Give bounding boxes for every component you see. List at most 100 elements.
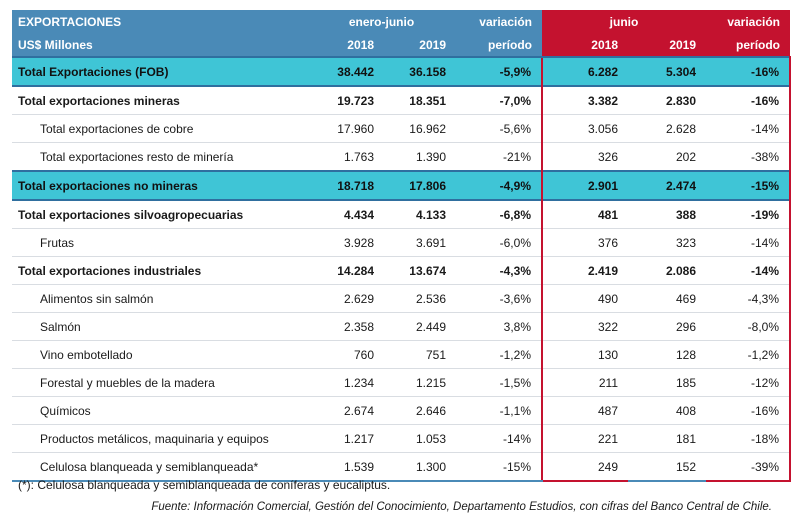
- variation-month: -4,3%: [706, 284, 792, 313]
- value-ytd-2019: 36.158: [384, 56, 456, 87]
- value-month-2018: 322: [541, 312, 628, 341]
- row-label: Total exportaciones mineras: [12, 85, 307, 115]
- variation-ytd: 3,8%: [456, 312, 542, 341]
- value-ytd-2019: 751: [384, 340, 456, 369]
- value-ytd-2019: 1.300: [384, 452, 456, 482]
- value-month-2019: 388: [628, 199, 707, 229]
- value-ytd-2019: 1.053: [384, 424, 456, 453]
- value-ytd-2019: 2.646: [384, 396, 456, 425]
- value-month-2019: 5.304: [628, 56, 707, 87]
- exports-table-container: EXPORTACIONES enero-junio variación juni…: [12, 10, 792, 482]
- value-month-2019: 2.086: [628, 256, 707, 285]
- variation-ytd: -1,5%: [456, 368, 542, 397]
- value-ytd-2018: 3.928: [307, 228, 384, 257]
- variation-ytd: -14%: [456, 424, 542, 453]
- table-row: Salmón 2.358 2.449 3,8% 322 296 -8,0%: [12, 312, 792, 341]
- value-month-2018: 376: [541, 228, 628, 257]
- value-month-2019: 323: [628, 228, 707, 257]
- value-month-2018: 6.282: [541, 56, 628, 87]
- variation-month: -16%: [706, 85, 792, 115]
- value-ytd-2019: 1.215: [384, 368, 456, 397]
- table-row: Frutas 3.928 3.691 -6,0% 376 323 -14%: [12, 228, 792, 257]
- value-ytd-2019: 17.806: [384, 170, 456, 201]
- value-ytd-2019: 2.449: [384, 312, 456, 341]
- unit-label: US$ Millones: [12, 34, 307, 57]
- row-label: Total exportaciones de cobre: [12, 114, 307, 143]
- row-label: Alimentos sin salmón: [12, 284, 307, 313]
- year-header-ytd-2019: 2019: [384, 34, 456, 57]
- table-row: Total exportaciones silvoagropecuarias 4…: [12, 199, 792, 229]
- value-month-2019: 181: [628, 424, 707, 453]
- table-row: Alimentos sin salmón 2.629 2.536 -3,6% 4…: [12, 284, 792, 313]
- exports-table: EXPORTACIONES enero-junio variación juni…: [12, 10, 792, 482]
- variation-ytd: -1,2%: [456, 340, 542, 369]
- variation-sub-header-ytd: período: [456, 34, 542, 57]
- value-ytd-2019: 1.390: [384, 142, 456, 172]
- value-ytd-2018: 2.674: [307, 396, 384, 425]
- table-row: Químicos 2.674 2.646 -1,1% 487 408 -16%: [12, 396, 792, 425]
- variation-month: -1,2%: [706, 340, 792, 369]
- value-month-2019: 2.628: [628, 114, 707, 143]
- value-ytd-2018: 2.358: [307, 312, 384, 341]
- variation-month: -16%: [706, 396, 792, 425]
- value-month-2018: 3.056: [541, 114, 628, 143]
- value-ytd-2018: 1.217: [307, 424, 384, 453]
- variation-ytd: -6,8%: [456, 199, 542, 229]
- table-row: Productos metálicos, maquinaria y equipo…: [12, 424, 792, 453]
- variation-sub-header-month: período: [706, 34, 791, 57]
- row-label: Total exportaciones resto de minería: [12, 142, 307, 172]
- row-label: Salmón: [12, 312, 307, 341]
- value-month-2018: 2.419: [541, 256, 628, 285]
- period-month-header: junio: [542, 10, 707, 34]
- value-month-2018: 2.901: [541, 170, 628, 201]
- table-row: Total Exportaciones (FOB) 38.442 36.158 …: [12, 56, 792, 87]
- row-label: Total exportaciones industriales: [12, 256, 307, 285]
- source-note: Fuente: Información Comercial, Gestión d…: [151, 501, 772, 513]
- table-row: Forestal y muebles de la madera 1.234 1.…: [12, 368, 792, 397]
- value-ytd-2018: 4.434: [307, 199, 384, 229]
- row-label: Forestal y muebles de la madera: [12, 368, 307, 397]
- variation-month: -14%: [706, 114, 792, 143]
- table-title: EXPORTACIONES: [12, 10, 307, 34]
- variation-ytd: -4,9%: [456, 170, 542, 201]
- row-label: Total exportaciones no mineras: [12, 170, 307, 201]
- table-row: Total exportaciones de cobre 17.960 16.9…: [12, 114, 792, 143]
- variation-ytd: -5,6%: [456, 114, 542, 143]
- variation-month: -14%: [706, 256, 792, 285]
- value-month-2019: 2.830: [628, 85, 707, 115]
- variation-ytd: -1,1%: [456, 396, 542, 425]
- value-month-2019: 296: [628, 312, 707, 341]
- variation-month: -19%: [706, 199, 792, 229]
- header-row-1: EXPORTACIONES enero-junio variación juni…: [12, 10, 791, 34]
- variation-month: -15%: [706, 170, 792, 201]
- value-ytd-2018: 1.539: [307, 452, 384, 482]
- value-ytd-2019: 4.133: [384, 199, 456, 229]
- value-month-2019: 408: [628, 396, 707, 425]
- variation-header-ytd: variación: [456, 10, 542, 34]
- variation-month: -8,0%: [706, 312, 792, 341]
- value-ytd-2018: 17.960: [307, 114, 384, 143]
- value-ytd-2018: 2.629: [307, 284, 384, 313]
- value-month-2018: 490: [541, 284, 628, 313]
- year-header-ytd-2018: 2018: [307, 34, 384, 57]
- value-month-2019: 469: [628, 284, 707, 313]
- variation-month: -16%: [706, 56, 792, 87]
- row-label: Vino embotellado: [12, 340, 307, 369]
- value-ytd-2018: 14.284: [307, 256, 384, 285]
- variation-ytd: -3,6%: [456, 284, 542, 313]
- table-row: Total exportaciones resto de minería 1.7…: [12, 142, 792, 172]
- year-header-month-2019: 2019: [628, 34, 707, 57]
- value-month-2019: 202: [628, 142, 707, 172]
- value-ytd-2018: 19.723: [307, 85, 384, 115]
- table-row: Vino embotellado 760 751 -1,2% 130 128 -…: [12, 340, 792, 369]
- variation-month: -38%: [706, 142, 792, 172]
- year-header-month-2018: 2018: [542, 34, 628, 57]
- value-ytd-2019: 3.691: [384, 228, 456, 257]
- variation-ytd: -4,3%: [456, 256, 542, 285]
- row-label: Químicos: [12, 396, 307, 425]
- variation-ytd: -6,0%: [456, 228, 542, 257]
- period-ytd-header: enero-junio: [307, 10, 456, 34]
- variation-ytd: -7,0%: [456, 85, 542, 115]
- row-label: Total exportaciones silvoagropecuarias: [12, 199, 307, 229]
- value-ytd-2018: 1.763: [307, 142, 384, 172]
